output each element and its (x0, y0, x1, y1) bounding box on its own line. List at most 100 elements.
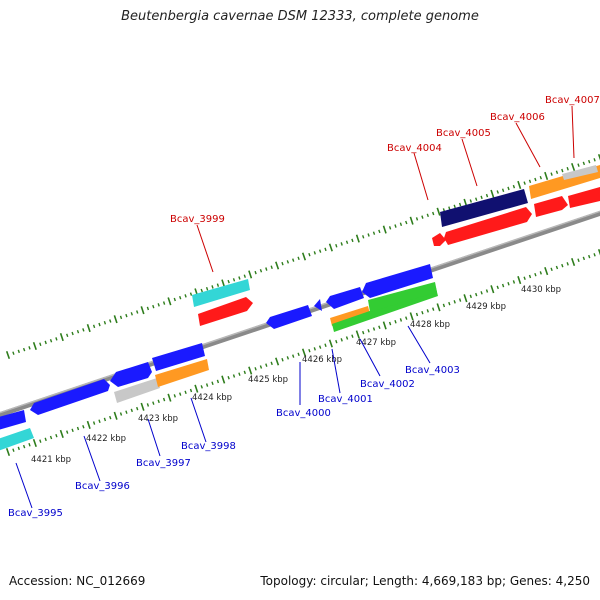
scale-tick-minor (399, 222, 403, 227)
gene-feature[interactable] (155, 359, 209, 387)
scale-tick-minor (205, 286, 209, 291)
scale-tick-minor (372, 231, 376, 235)
scale-tick-major (544, 267, 549, 276)
gene-label[interactable]: Bcav_3995 (8, 508, 63, 519)
scale-tick-minor (254, 367, 257, 371)
gene-feature[interactable] (330, 306, 370, 326)
gene-feature[interactable] (362, 264, 433, 298)
gene-label[interactable]: Bcav_3999 (170, 214, 225, 225)
scale-tick-minor (308, 252, 311, 257)
scale-tick-major (113, 315, 118, 324)
scale-tick-major (517, 180, 522, 189)
scale-tick-major (490, 189, 495, 198)
scale-tick-major (382, 321, 387, 330)
scale-tick-major (409, 312, 414, 321)
gene-feature[interactable] (568, 187, 600, 208)
scale-tick-minor (66, 430, 69, 434)
scale-tick-minor (82, 424, 85, 429)
features-upper (0, 264, 438, 431)
scale-tick-major (355, 330, 360, 339)
scale-tick-minor (109, 319, 112, 323)
scale-tick-minor (453, 204, 456, 209)
scale-tick-major (86, 324, 91, 333)
gene-feature[interactable] (314, 299, 322, 311)
scale-tick-minor (179, 392, 182, 396)
scale-tick-minor (421, 215, 424, 219)
gene-label[interactable]: Bcav_4005 (436, 128, 491, 139)
gene-feature[interactable] (534, 196, 568, 217)
scale-tick-minor (378, 325, 381, 329)
scale-tick-minor (496, 190, 499, 194)
gene-label[interactable]: Bcav_3997 (136, 458, 191, 469)
gene-feature[interactable] (114, 378, 160, 403)
scale-tick-major (382, 225, 387, 234)
scale-tick-minor (378, 229, 381, 234)
scale-tick-minor (109, 415, 112, 420)
scale-tick-minor (415, 217, 419, 221)
scale-tick-minor (152, 304, 155, 309)
scale-tick-minor (405, 316, 408, 320)
gene-label[interactable]: Bcav_4002 (360, 379, 415, 390)
gene-label[interactable]: Bcav_4007 (545, 95, 600, 106)
scale-tick-minor (184, 294, 187, 298)
scale-tick-minor (399, 318, 403, 322)
scale-ticks-top (5, 153, 600, 360)
scale-tick-minor (313, 347, 316, 351)
scale-tick-major (140, 306, 145, 315)
scale-tick-major (328, 339, 333, 348)
scale-tick-minor (281, 357, 284, 362)
scale-tick-minor (286, 356, 290, 360)
scale-tick-minor (12, 351, 15, 355)
gene-feature[interactable] (440, 189, 528, 227)
gene-feature[interactable] (0, 428, 34, 452)
scale-tick-major (194, 384, 199, 393)
gene-label[interactable]: Bcav_4000 (276, 408, 331, 419)
scale-tick-minor (98, 322, 101, 327)
scale-tick-minor (39, 342, 42, 347)
scale-tick-minor (318, 249, 322, 253)
scale-tick-major (301, 348, 307, 357)
gene-feature[interactable] (30, 379, 110, 415)
scale-tick-minor (458, 202, 462, 207)
gene-feature[interactable] (562, 165, 598, 180)
scale-tick-minor (367, 233, 370, 237)
gene-feature[interactable] (266, 305, 312, 329)
gene-feature[interactable] (432, 233, 446, 246)
gene-label[interactable]: Bcav_4003 (405, 365, 460, 376)
scale-tick-minor (238, 276, 241, 280)
gene-label[interactable]: Bcav_4001 (318, 394, 373, 405)
gene-label[interactable]: Bcav_3996 (75, 481, 130, 492)
scale-tick-minor (324, 343, 327, 348)
gene-label[interactable]: Bcav_4006 (490, 112, 545, 123)
scale-tick-minor (362, 235, 365, 239)
scale-tick-minor (39, 439, 42, 443)
scale-tick-minor (388, 321, 392, 326)
scale-tick-major (221, 375, 226, 384)
gene-feature[interactable] (326, 287, 364, 309)
gene-label[interactable]: Bcav_3998 (181, 441, 236, 452)
scale-tick-minor (367, 329, 370, 333)
kbp-label: 4430 kbp (521, 285, 561, 295)
gene-feature[interactable] (368, 282, 437, 312)
scale-tick-minor (173, 297, 176, 302)
scale-tick-minor (588, 159, 591, 164)
scale-tick-major (248, 366, 253, 375)
leader-line (83, 435, 101, 482)
gene-feature[interactable] (192, 279, 250, 307)
leader-line (571, 105, 575, 159)
gene-feature[interactable] (110, 362, 152, 387)
scale-tick-minor (480, 195, 483, 200)
leader-line (15, 462, 33, 509)
gene-feature[interactable] (444, 207, 532, 245)
gene-feature[interactable] (0, 410, 26, 431)
scale-tick-minor (582, 256, 586, 261)
gene-feature[interactable] (198, 297, 253, 326)
gene-label[interactable]: Bcav_4004 (387, 143, 442, 154)
scale-ticks-bottom (5, 248, 600, 457)
scale-tick-minor (125, 410, 128, 414)
gene-feature[interactable] (152, 343, 205, 371)
scale-tick-major (167, 297, 172, 306)
scale-tick-minor (125, 313, 128, 318)
scale-tick-minor (103, 417, 107, 422)
scale-tick-minor (475, 292, 478, 297)
